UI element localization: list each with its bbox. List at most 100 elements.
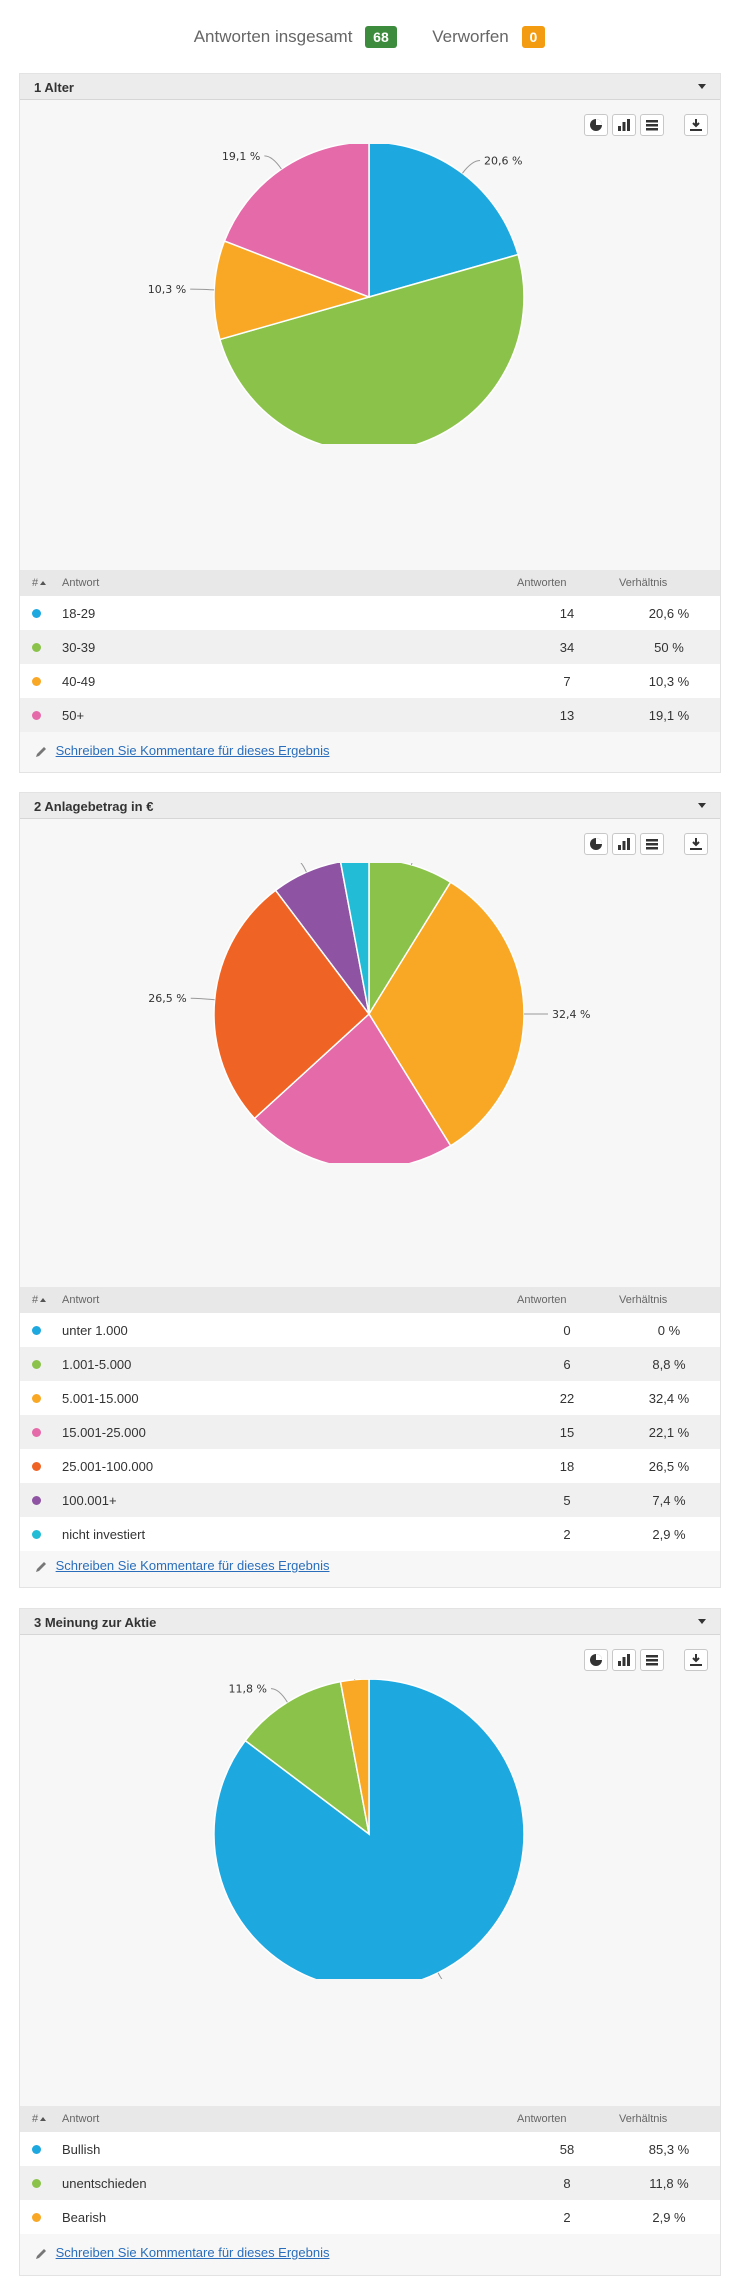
col-answer-header: Antwort: [61, 2106, 516, 2132]
row-answer: unentschieden: [61, 2166, 516, 2200]
row-ratio: 19,1 %: [618, 698, 720, 732]
download-button[interactable]: [684, 833, 708, 855]
row-count: 14: [516, 596, 618, 630]
discarded-badge: 0: [521, 26, 546, 48]
row-ratio: 22,1 %: [618, 1415, 720, 1449]
pie-slice-bullish[interactable]: [213, 1679, 525, 1979]
sort-icon: [40, 1298, 47, 1303]
col-count-header: Antworten: [516, 2106, 618, 2132]
sort-icon: [40, 581, 47, 586]
row-ratio: 2,9 %: [618, 2200, 720, 2234]
pie-slice-15-001-25-000[interactable]: [253, 1012, 452, 1163]
row-ratio: 20,6 %: [618, 596, 720, 630]
pie-chart-button[interactable]: [584, 833, 608, 855]
pie-chart: 85,3 %11,8 %2,9 %: [213, 1679, 525, 1979]
bar-chart-button[interactable]: [612, 833, 636, 855]
table-icon: [646, 120, 658, 131]
bar-chart-button[interactable]: [612, 1649, 636, 1671]
card-header[interactable]: 1 Alter: [20, 74, 720, 100]
comment-row: Schreiben Sie Kommentare für dieses Erge…: [34, 743, 330, 759]
write-comment-link[interactable]: Schreiben Sie Kommentare für dieses Erge…: [55, 743, 330, 758]
row-answer: nicht investiert: [61, 1517, 516, 1551]
pie-chart-icon: [590, 1654, 602, 1666]
label-connector: [270, 1688, 288, 1703]
col-count-header: Antworten: [516, 570, 618, 596]
write-comment-link[interactable]: Schreiben Sie Kommentare für dieses Erge…: [55, 2245, 330, 2260]
question-card-anlagebetrag: 2 Anlagebetrag in € 8,8 %32,4 %22,1 %26,…: [19, 792, 721, 1588]
collapse-caret-icon[interactable]: [698, 84, 706, 89]
row-ratio: 32,4 %: [618, 1381, 720, 1415]
row-color-cell: [20, 2166, 61, 2200]
row-count: 13: [516, 698, 618, 732]
question-card-alter: 1 Alter 20,6 %50 % 10,3 % 19,1 % # Antwort…: [19, 73, 721, 773]
table-view-button[interactable]: [640, 114, 664, 136]
card-header[interactable]: 2 Anlagebetrag in €: [20, 793, 720, 819]
row-ratio: 7,4 %: [618, 1483, 720, 1517]
table-row: 1.001-5.000 6 8,8 %: [20, 1347, 720, 1381]
row-color-cell: [20, 2132, 61, 2166]
row-answer: 100.001+: [61, 1483, 516, 1517]
col-num-header[interactable]: #: [20, 2106, 61, 2132]
row-ratio: 0 %: [618, 1313, 720, 1347]
col-num-header[interactable]: #: [20, 570, 61, 596]
table-view-button[interactable]: [640, 1649, 664, 1671]
data-label: 10,3 %: [148, 283, 186, 296]
row-answer: unter 1.000: [61, 1313, 516, 1347]
row-color-cell: [20, 1517, 61, 1551]
color-dot: [32, 1495, 41, 1505]
pie-slice-5-001-15-000[interactable]: [368, 881, 525, 1147]
pie-slice-30-39[interactable]: [218, 253, 525, 444]
row-color-cell: [20, 1483, 61, 1517]
download-button[interactable]: [684, 114, 708, 136]
row-ratio: 8,8 %: [618, 1347, 720, 1381]
row-count: 15: [516, 1415, 618, 1449]
pie-chart-button[interactable]: [584, 1649, 608, 1671]
row-answer: 40-49: [61, 664, 516, 698]
row-answer: 5.001-15.000: [61, 1381, 516, 1415]
pie-slice-1-001-5-000[interactable]: [368, 863, 452, 1017]
pie-chart: 20,6 %50 %10,3 %19,1 %: [148, 144, 525, 444]
comment-row: Schreiben Sie Kommentare für dieses Erge…: [34, 2245, 330, 2261]
table-row: 5.001-15.000 22 32,4 %: [20, 1381, 720, 1415]
pie-chart-icon: [590, 119, 602, 131]
pie-chart-button[interactable]: [584, 114, 608, 136]
bar-chart-button[interactable]: [612, 114, 636, 136]
color-dot: [32, 1325, 41, 1335]
table-view-button[interactable]: [640, 833, 664, 855]
question-title: 3 Meinung zur Aktie: [34, 1615, 157, 1630]
pie-slice-40-49[interactable]: [213, 240, 372, 341]
row-answer: 25.001-100.000: [61, 1449, 516, 1483]
pie-slice-25-001-100-000[interactable]: [213, 889, 371, 1120]
row-count: 6: [516, 1347, 618, 1381]
label-connector: [190, 288, 215, 291]
collapse-caret-icon[interactable]: [698, 1619, 706, 1624]
row-color-cell: [20, 664, 61, 698]
table-row: 100.001+ 5 7,4 %: [20, 1483, 720, 1517]
col-num-header[interactable]: #: [20, 1287, 61, 1313]
row-ratio: 85,3 %: [618, 2132, 720, 2166]
color-dot: [32, 608, 41, 618]
row-color-cell: [20, 1347, 61, 1381]
row-answer: 30-39: [61, 630, 516, 664]
write-comment-link[interactable]: Schreiben Sie Kommentare für dieses Erge…: [55, 1558, 330, 1573]
table-row: 15.001-25.000 15 22,1 %: [20, 1415, 720, 1449]
pie-chart: 8,8 %32,4 %22,1 %26,5 %7,4 %2,9 %: [148, 863, 590, 1163]
pie-slice-50-[interactable]: [223, 144, 370, 299]
color-dot: [32, 2178, 41, 2188]
bar-chart-icon: [618, 119, 630, 131]
pie-slice-bearish[interactable]: [339, 1679, 370, 1835]
pie-slice-nicht-investiert[interactable]: [340, 863, 370, 1015]
row-count: 8: [516, 2166, 618, 2200]
data-label: 26,5 %: [148, 992, 186, 1005]
label-connector: [462, 160, 481, 174]
col-answer-header: Antwort: [61, 1287, 516, 1313]
color-dot: [32, 642, 41, 652]
label-connector: [190, 997, 215, 1001]
row-ratio: 50 %: [618, 630, 720, 664]
pie-slice-100-001-[interactable]: [274, 863, 370, 1015]
row-color-cell: [20, 1381, 61, 1415]
collapse-caret-icon[interactable]: [698, 803, 706, 808]
download-button[interactable]: [684, 1649, 708, 1671]
card-header[interactable]: 3 Meinung zur Aktie: [20, 1609, 720, 1635]
data-label: 19,1 %: [222, 150, 260, 163]
